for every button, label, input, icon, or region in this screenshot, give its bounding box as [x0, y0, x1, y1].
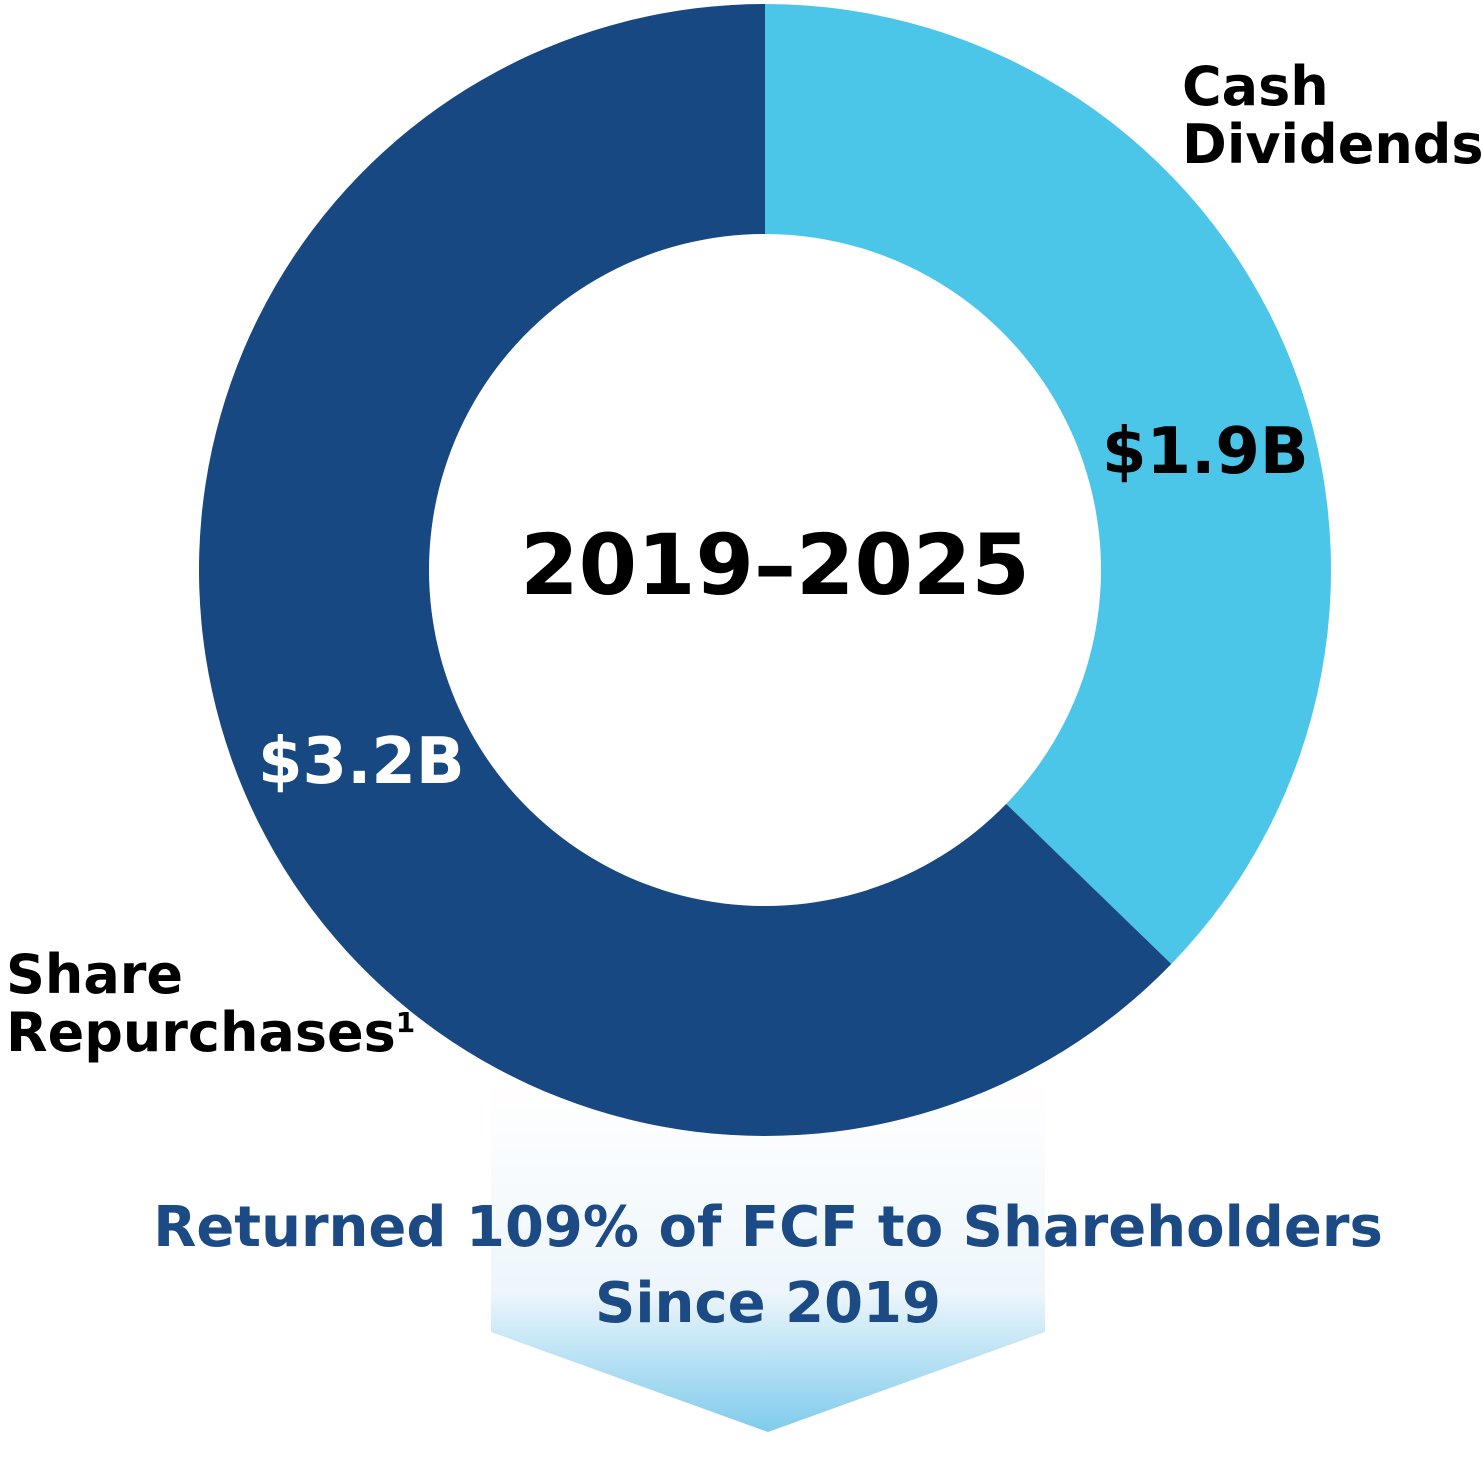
donut-slice-share-repurchases — [199, 4, 1172, 1136]
repurchases-value-label: $3.2B — [258, 725, 465, 799]
dividends-category-label: Cash Dividends — [1182, 55, 1482, 177]
callout-arrow — [491, 1080, 1045, 1432]
center-label: 2019–2025 — [520, 516, 1030, 614]
donut-slice-cash-dividends — [765, 4, 1331, 965]
repurchases-name: Share Repurchases — [6, 943, 396, 1065]
callout-line-2: Since 2019 — [595, 1270, 941, 1336]
callout-line-1: Returned 109% of FCF to Shareholders — [153, 1195, 1383, 1260]
footnote-marker: 1 — [395, 1006, 416, 1040]
callout-text: Returned 109% of FCF to Shareholders Sin… — [100, 1190, 1436, 1341]
dividends-value-label: $1.9B — [1102, 415, 1309, 489]
repurchases-category-label: Share Repurchases1 — [6, 943, 426, 1065]
